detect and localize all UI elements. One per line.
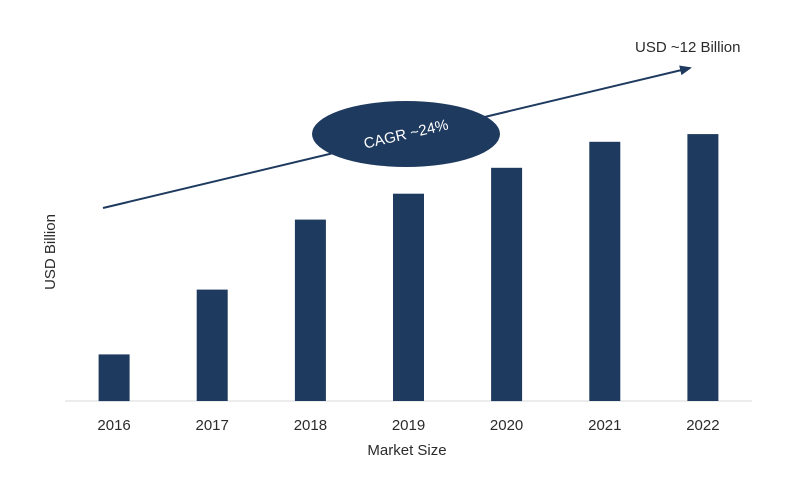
cagr-callout: CAGR ~24% [312, 101, 500, 167]
x-tick-label-2022: 2022 [686, 417, 719, 434]
x-tick-label-2019: 2019 [392, 417, 425, 434]
bar-2016 [98, 354, 130, 402]
bar-2021 [589, 141, 621, 402]
bar-2020 [491, 167, 523, 402]
bar-2017 [196, 289, 228, 401]
end-value-label: USD ~12 Billion [635, 39, 740, 56]
x-tick-label-2020: 2020 [490, 417, 523, 434]
y-axis-title: USD Billion [42, 214, 59, 290]
bar-2022 [687, 134, 719, 401]
bar-2018 [294, 219, 326, 401]
x-axis-title: Market Size [367, 442, 446, 459]
x-tick-label-2021: 2021 [588, 417, 621, 434]
x-tick-label-2018: 2018 [294, 417, 327, 434]
x-tick-labels: 2016 2017 2018 2019 2020 2021 2022 [97, 417, 719, 434]
x-tick-label-2016: 2016 [97, 417, 130, 434]
cagr-ellipse [312, 101, 500, 167]
x-tick-label-2017: 2017 [196, 417, 229, 434]
bar-2019 [393, 193, 424, 401]
bars-group [98, 134, 719, 402]
